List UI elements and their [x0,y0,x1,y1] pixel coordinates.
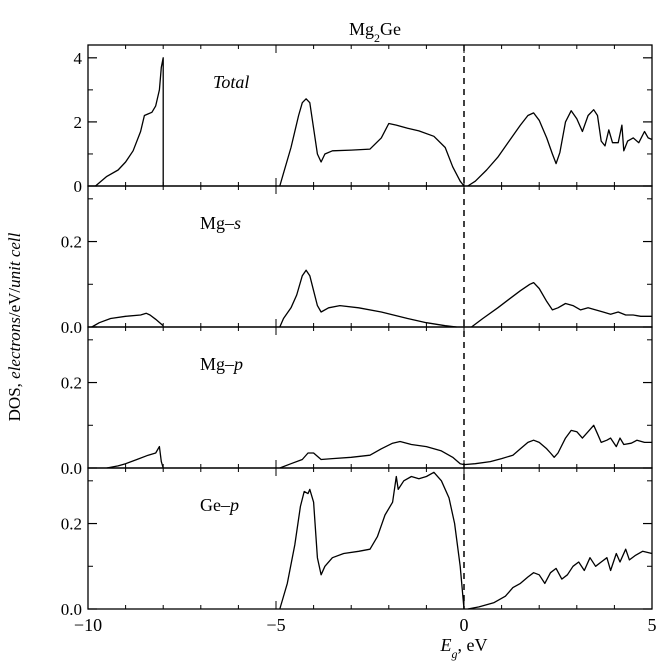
panel-total: 0 2 4 Total [74,44,653,196]
dos-curve-segment-1 [106,445,164,469]
y-axis-label: DOS, electrons/eV/unit cell [5,232,24,421]
y-tick-label: 0.2 [61,515,82,534]
y-tick-label: 0 [74,177,83,196]
panel-frame [87,185,653,328]
x-tick-label: 5 [648,615,657,635]
panels-group: 0 2 4 Total 0.0 0.2 Mg–s 0.0 0.2 Mg–p 0.0 0.2 Ge–p [61,44,653,619]
dos-curve-segment-3 [463,424,652,466]
x-axis-label: Eg, eV [440,635,488,661]
panel-label: Ge–p [200,495,239,515]
dos-curve-segment-1 [91,312,164,328]
dos-curve-segment-2 [467,548,653,610]
panel-frame [87,326,653,469]
y-tick-label: 0.2 [61,374,82,393]
panel-label: Mg–s [200,213,241,233]
y-tick-label: 4 [74,49,83,68]
x-axis: −10 −5 0 5 [74,45,657,635]
x-tick-label: 0 [460,615,469,635]
dos-curve-segment-2 [279,269,457,328]
dos-curve-segment-1 [279,471,465,610]
panel-frame [87,467,653,610]
panel-label: Total [213,72,249,92]
dos-curve-segment-3 [467,109,653,187]
y-tick-label: 0.2 [61,233,82,252]
dos-curve-segment-2 [279,440,465,469]
chart-title: Mg2Ge [349,19,401,45]
y-tick-label: 0.0 [61,318,82,337]
y-tick-label: 0.0 [61,459,82,478]
panel-ge-p: 0.0 0.2 Ge–p [61,467,653,619]
dos-curve-segment-1 [95,57,164,187]
panel-mg-s: 0.0 0.2 Mg–s [61,185,653,337]
x-tick-label: −5 [266,615,285,635]
panel-mg-p: 0.0 0.2 Mg–p [61,326,653,478]
y-tick-label: 0.0 [61,600,82,619]
panel-label: Mg–p [200,354,243,374]
dos-curve-segment-2 [279,98,465,187]
x-tick-label: −10 [74,615,102,635]
panel-frame [87,44,653,187]
y-tick-label: 2 [74,113,83,132]
dos-curve-segment-3 [471,281,652,328]
